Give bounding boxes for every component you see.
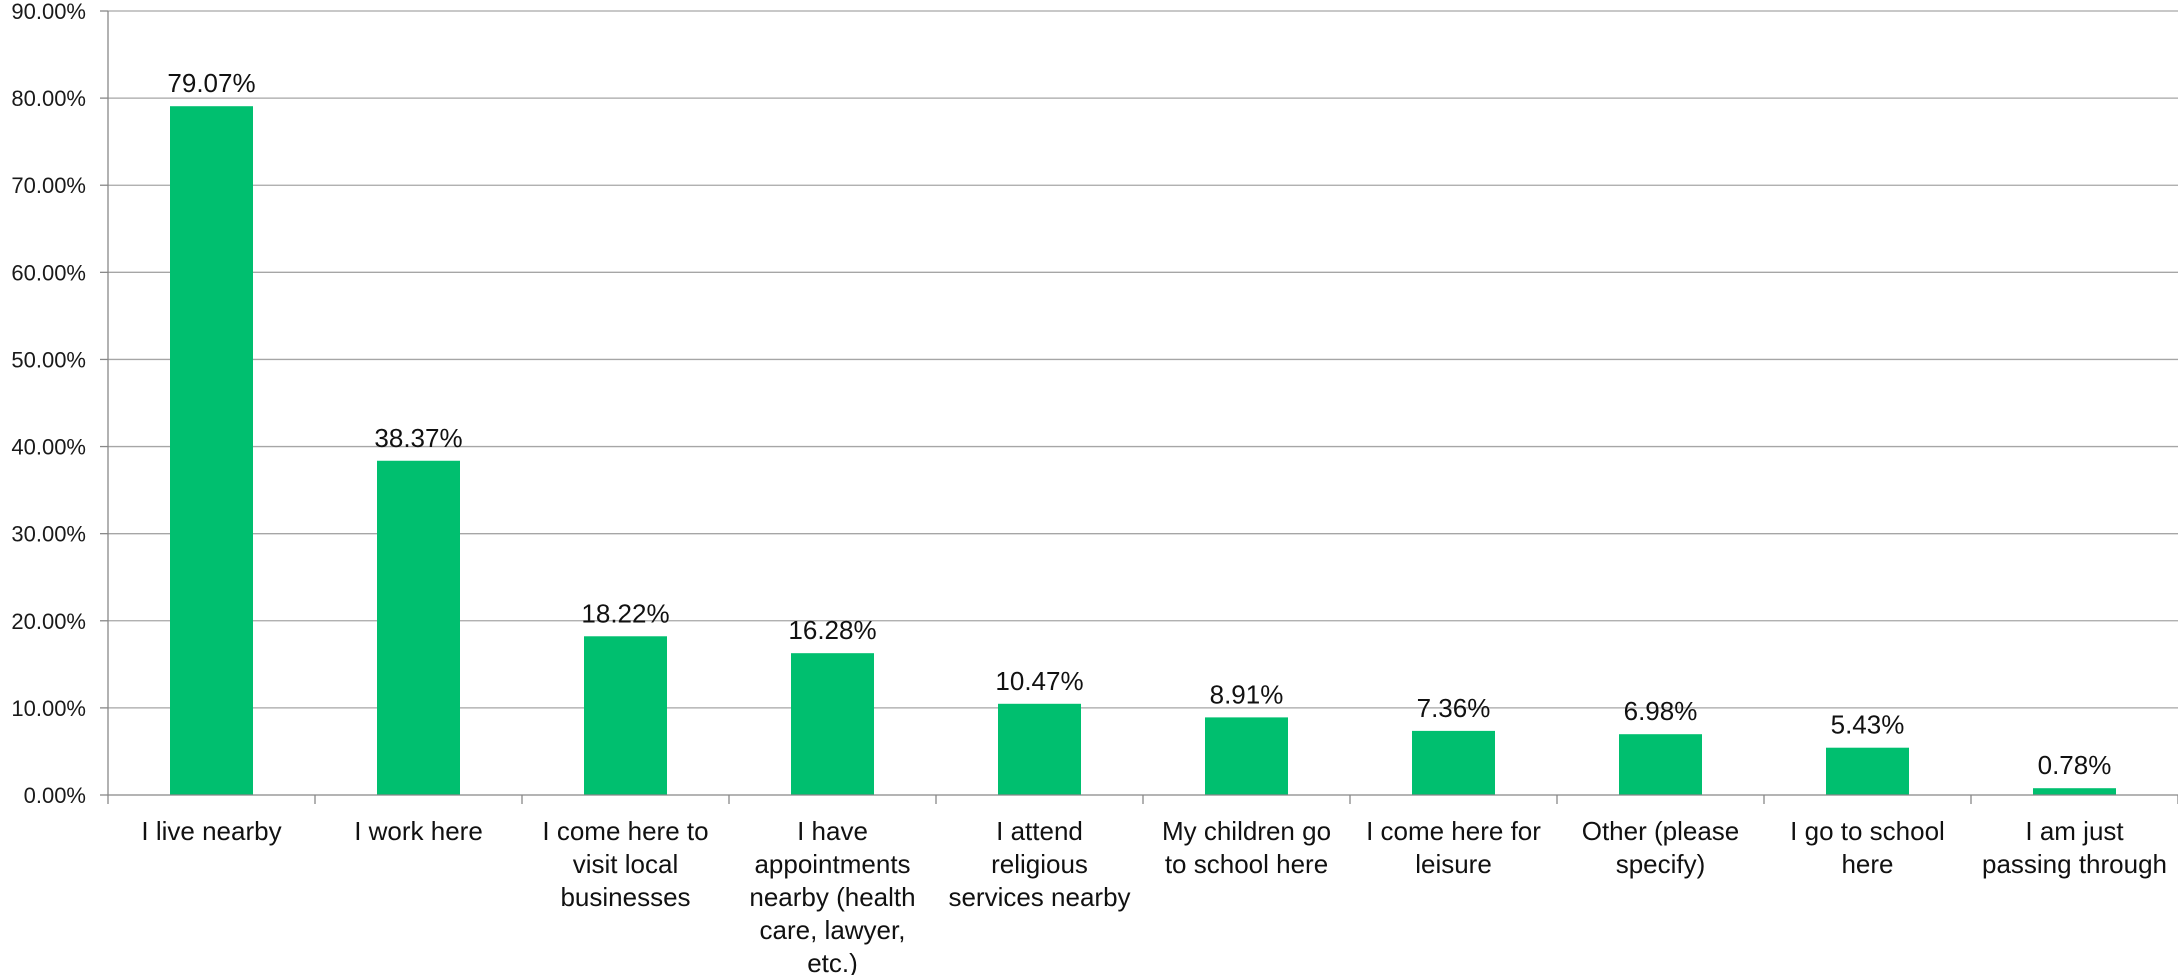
data-label: 6.98% [1624,696,1698,726]
data-labels: 79.07% 38.37% 18.22% 16.28% 10.47% 8.91% 7.36%… [167,68,2111,780]
category-label-line: to school here [1165,849,1328,879]
bar [1412,730,1495,795]
y-tick-label: 20.00% [11,609,86,634]
y-tick-label: 80.00% [11,86,86,111]
category-label-line: I live nearby [141,816,281,846]
bar [2033,788,2116,795]
category-label-line: leisure [1415,849,1492,879]
category-label-line: religious [991,849,1088,879]
y-tick-label: 30.00% [11,522,86,547]
y-tick-label: 40.00% [11,435,86,460]
data-label: 18.22% [581,598,669,628]
category-label-line: I work here [354,816,483,846]
y-tick-label: 0.00% [24,783,86,808]
x-axis [107,11,2178,804]
data-label: 5.43% [1831,710,1905,740]
data-label: 38.37% [374,423,462,453]
bar [1619,734,1702,795]
data-label: 0.78% [2038,750,2112,780]
category-label-line: appointments [754,849,910,879]
data-label: 79.07% [167,68,255,98]
category-label-line: I have [797,816,868,846]
bar [1826,747,1909,795]
data-label: 7.36% [1417,693,1491,723]
y-tick-label: 70.00% [11,173,86,198]
bar [791,653,874,795]
y-tick-label: 50.00% [11,347,86,372]
data-label: 16.28% [788,615,876,645]
category-label-line: businesses [560,882,690,912]
category-label-line: My children go [1162,816,1331,846]
category-label-line: I come here to [542,816,708,846]
bar [170,106,253,795]
y-tick-label: 90.00% [11,0,86,24]
data-label: 10.47% [995,666,1083,696]
category-label-line: I am just [2025,816,2124,846]
y-tick-label: 10.00% [11,696,86,721]
data-label: 8.91% [1210,679,1284,709]
category-label: I work here [354,816,483,846]
category-label-line: here [1841,849,1893,879]
category-label-line: nearby (health [749,882,915,912]
category-label-line: care, lawyer, [760,915,906,945]
bar [998,703,1081,795]
bar [1205,717,1288,795]
category-label-line: specify) [1616,849,1706,879]
category-label-line: visit local [573,849,678,879]
category-label: I live nearby [141,816,281,846]
bar [584,636,667,795]
category-labels: I live nearby I work here I come here tovi… [141,816,2167,975]
category-label-line: passing through [1982,849,2167,879]
bars [170,106,2116,795]
category-label-line: I go to school [1790,816,1945,846]
category-label-line: etc.) [807,948,858,975]
y-axis-ticks: 0.00% 10.00% 20.00% 30.00% 40.00% 50.00% 60.00… [11,0,108,808]
category-label-line: services nearby [948,882,1130,912]
category-label-line: I attend [996,816,1083,846]
category-label-line: I come here for [1366,816,1541,846]
y-tick-label: 60.00% [11,260,86,285]
bar [377,460,460,795]
category-label-line: Other (please [1582,816,1740,846]
